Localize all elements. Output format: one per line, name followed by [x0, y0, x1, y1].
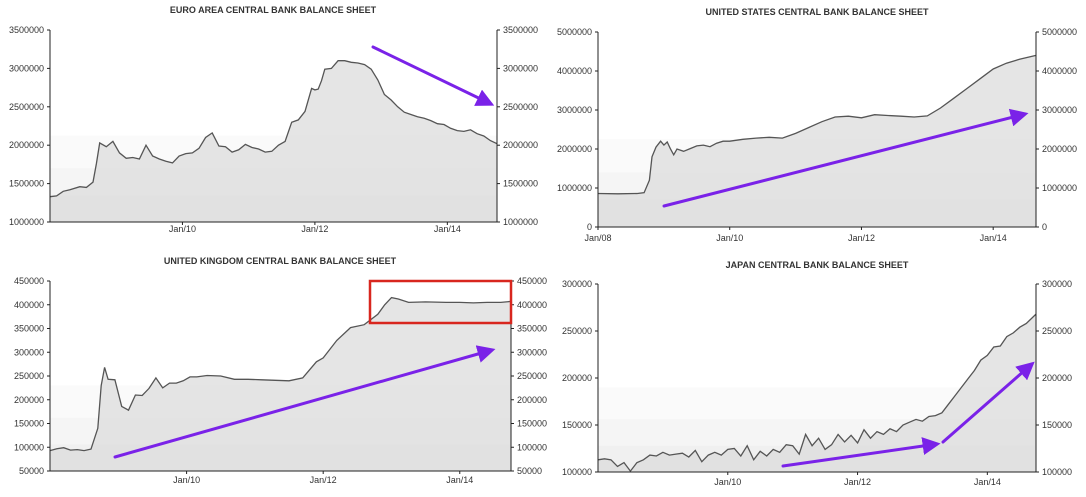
trend-arrow [781, 437, 941, 468]
y-tick-label: 2000000 [557, 144, 592, 154]
japan-chart: JAPAN CENTRAL BANK BALANCE SHEET 100000 1… [562, 260, 1072, 487]
series-area [50, 297, 511, 471]
y-tick-label: 1000000 [557, 183, 592, 193]
y-tick-label: 300000 [14, 347, 44, 357]
united-kingdom-chart: UNITED KINGDOM CENTRAL BANK BALANCE SHEE… [14, 256, 547, 485]
chart-title: EURO AREA CENTRAL BANK BALANCE SHEET [170, 5, 377, 15]
y-tick-label: 150000 [14, 419, 44, 429]
y-tick-label: 250000 [1042, 326, 1072, 336]
y-tick-label: 100000 [14, 442, 44, 452]
y-tick-label: 4000000 [557, 66, 592, 76]
y-tick-label: 2500000 [503, 102, 538, 112]
x-tick-label: Jan/10 [169, 224, 196, 234]
y-tick-label: 350000 [14, 324, 44, 334]
y-tick-label: 100000 [1042, 467, 1072, 477]
x-tick-label: Jan/12 [848, 233, 875, 243]
y-tick-label: 1500000 [503, 179, 538, 189]
x-tick-label: Jan/14 [434, 224, 461, 234]
x-tick-label: Jan/08 [584, 233, 611, 243]
y-tick-label: 450000 [517, 276, 547, 286]
y-tick-label: 5000000 [557, 27, 592, 37]
y-tick-label: 350000 [517, 324, 547, 334]
y-tick-label: 100000 [562, 467, 592, 477]
y-tick-label: 1000000 [9, 217, 44, 227]
chart-title: UNITED STATES CENTRAL BANK BALANCE SHEET [705, 7, 929, 17]
series-area [598, 314, 1036, 472]
x-tick-label: Jan/10 [716, 233, 743, 243]
y-tick-label: 1500000 [9, 179, 44, 189]
x-tick-label: Jan/10 [714, 477, 741, 487]
y-tick-label: 400000 [14, 300, 44, 310]
y-tick-label: 100000 [517, 442, 547, 452]
series-line [49, 296, 512, 452]
chart-title: JAPAN CENTRAL BANK BALANCE SHEET [726, 260, 909, 270]
y-tick-label: 450000 [14, 276, 44, 286]
y-tick-label: 1000000 [503, 217, 538, 227]
x-tick-label: Jan/12 [844, 477, 871, 487]
y-tick-label: 3000000 [557, 105, 592, 115]
chart-title: UNITED KINGDOM CENTRAL BANK BALANCE SHEE… [164, 256, 397, 266]
y-tick-label: 250000 [517, 371, 547, 381]
y-tick-label: 150000 [517, 419, 547, 429]
y-tick-label: 4000000 [1042, 66, 1077, 76]
highlight-box [368, 279, 513, 325]
series-line [49, 60, 498, 198]
x-tick-label: Jan/12 [310, 475, 337, 485]
y-tick-label: 3000000 [9, 63, 44, 73]
series-area [50, 60, 497, 223]
y-tick-label: 50000 [517, 466, 542, 476]
y-tick-label: 300000 [562, 279, 592, 289]
y-tick-label: 3500000 [9, 25, 44, 35]
y-tick-label: 200000 [517, 395, 547, 405]
y-tick-label: 150000 [562, 420, 592, 430]
trend-arrow [371, 45, 495, 106]
y-tick-label: 200000 [14, 395, 44, 405]
trend-arrow [941, 361, 1035, 444]
x-tick-label: Jan/10 [173, 475, 200, 485]
y-tick-label: 300000 [1042, 279, 1072, 289]
y-tick-label: 400000 [517, 300, 547, 310]
series-line [597, 313, 1037, 473]
y-tick-label: 1000000 [1042, 183, 1077, 193]
y-tick-label: 150000 [1042, 420, 1072, 430]
y-tick-label: 50000 [19, 466, 44, 476]
x-tick-label: Jan/12 [301, 224, 328, 234]
y-tick-label: 250000 [14, 371, 44, 381]
y-tick-label: 2000000 [1042, 144, 1077, 154]
y-tick-label: 2000000 [503, 140, 538, 150]
y-tick-label: 250000 [562, 326, 592, 336]
x-tick-label: Jan/14 [980, 233, 1007, 243]
y-tick-label: 0 [1042, 222, 1047, 232]
y-tick-label: 3000000 [503, 63, 538, 73]
trend-arrow [662, 108, 1029, 208]
y-tick-label: 0 [587, 222, 592, 232]
y-tick-label: 200000 [562, 373, 592, 383]
y-tick-label: 200000 [1042, 373, 1072, 383]
x-tick-label: Jan/14 [446, 475, 473, 485]
y-tick-label: 3000000 [1042, 105, 1077, 115]
y-tick-label: 5000000 [1042, 27, 1077, 37]
trend-arrow [113, 345, 496, 459]
y-tick-label: 2000000 [9, 140, 44, 150]
united-states-chart: UNITED STATES CENTRAL BANK BALANCE SHEET… [557, 7, 1077, 243]
series-area [598, 55, 1036, 228]
y-tick-label: 3500000 [503, 25, 538, 35]
y-tick-label: 2500000 [9, 102, 44, 112]
x-tick-label: Jan/14 [974, 477, 1001, 487]
y-tick-label: 300000 [517, 347, 547, 357]
euro-area-chart: EURO AREA CENTRAL BANK BALANCE SHEET 100… [9, 5, 538, 234]
series-line [597, 54, 1037, 195]
